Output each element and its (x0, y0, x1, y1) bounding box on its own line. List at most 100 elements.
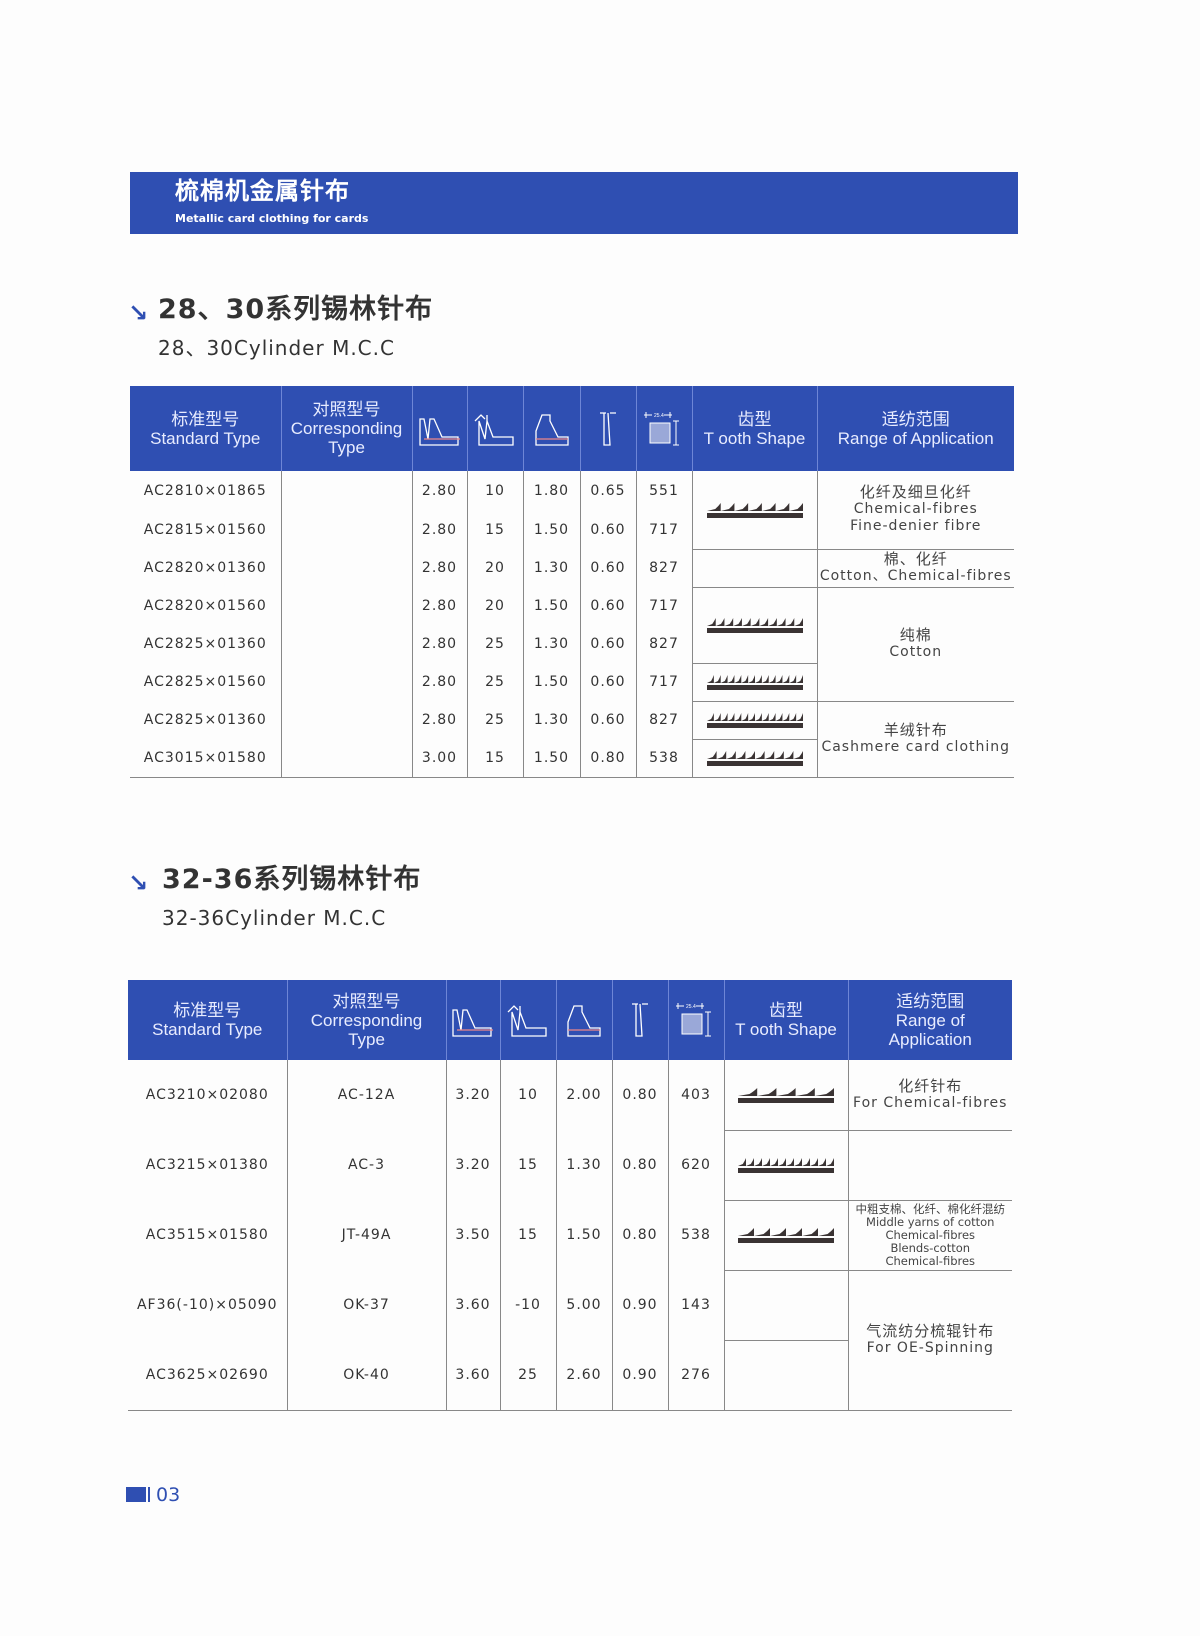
label-text: 适纺范围 (896, 991, 965, 1011)
point-density-icon: 25.4 (667, 980, 724, 1060)
cell-a: 15 (466, 739, 523, 778)
cell-a: 25 (499, 1340, 556, 1411)
cell-type: AC2815×01560 (143, 522, 267, 538)
label-text: Chemical-fibres (885, 1253, 976, 1268)
cell-w: 0.60 (579, 625, 636, 663)
tooth-shape-cell (691, 701, 817, 740)
svg-text:25.4: 25.4 (686, 1004, 696, 1010)
cell-h: 3.20 (445, 1060, 500, 1130)
tooth-profile-icon (738, 1228, 834, 1243)
label-text: Range of (895, 1010, 965, 1030)
cell-a: 20 (466, 587, 523, 625)
table-header: 标准型号 Standard Type 对照型号 Corresponding Type … (128, 980, 1012, 1060)
label-text: 齿型 (737, 409, 772, 429)
cell-a: -10 (499, 1270, 556, 1340)
tooth-angle-icon (499, 980, 556, 1060)
point-density-icon: 25.4 (635, 386, 692, 471)
cell-h: 2.80 (411, 471, 467, 511)
page-number: 03 (126, 1484, 180, 1506)
cell-type: AC2820×01560 (143, 598, 267, 614)
table-row: AC3625×02690 OK-40 3.60 25 2.60 0.90 276 (128, 1340, 1012, 1411)
cell-h: 2.80 (411, 587, 467, 625)
cell-d: 1.30 (522, 625, 580, 663)
table-row: AC2825×01560 2.80 25 1.50 0.60 717 (130, 663, 1014, 702)
cell-d: 1.50 (522, 739, 580, 778)
cell-n: 827 (635, 701, 692, 739)
label-text: For OE-Spinning (866, 1340, 994, 1356)
cell-type: AC2820×01360 (143, 560, 267, 576)
tooth-shape-cell (691, 663, 817, 702)
table-row: AC3015×01580 3.00 15 1.50 0.80 538 (130, 739, 1014, 778)
col-corresponding-type: 对照型号 Corresponding Type (286, 980, 446, 1060)
tooth-width-icon (611, 980, 668, 1060)
table-row: AC3515×01580 JT-49A 3.50 15 1.50 0.80 538 中粗支棉、… (128, 1200, 1012, 1271)
cell-n: 827 (635, 549, 692, 587)
application-cell: 纯棉 Cotton (816, 587, 1014, 702)
page-banner: 梳棉机金属针布 Metallic card clothing for cards (130, 172, 1018, 234)
tooth-shape-cell (691, 739, 817, 778)
cell-h: 2.80 (411, 701, 467, 739)
cell-n: 717 (635, 587, 692, 625)
tooth-width-icon (579, 386, 636, 471)
cell-w: 0.90 (611, 1340, 668, 1411)
cell-d: 1.30 (522, 701, 580, 739)
label-text: Cotton、Chemical-fibres (819, 568, 1012, 584)
col-corresponding-type: 对照型号 Corresponding Type (280, 386, 412, 471)
label-text: Middle yarns of cotton (866, 1214, 995, 1229)
cell-d: 1.50 (522, 511, 580, 549)
cell-w: 0.80 (611, 1130, 668, 1200)
cell-d: 2.00 (555, 1060, 612, 1130)
tooth-profile-icon (706, 618, 803, 633)
label-text: For Chemical-fibres (853, 1094, 1008, 1111)
cell-n: 717 (635, 663, 692, 701)
label-text: Range of Application (837, 428, 994, 448)
tooth-shape-cell (723, 1130, 848, 1201)
col-standard-type: 标准型号 Standard Type (128, 980, 287, 1060)
cell-d: 2.60 (555, 1340, 612, 1411)
banner-subtitle: Metallic card clothing for cards (175, 212, 369, 225)
cell-w: 0.60 (579, 663, 636, 701)
cell-type: AC2825×01360 (143, 636, 267, 652)
application-cell: 中粗支棉、化纤、棉化纤混纺 Middle yarns of cotton Chemi… (847, 1200, 1012, 1271)
cell-type: AC3515×01580 (145, 1227, 269, 1243)
application-cell: 化纤针布 For Chemical-fibres (847, 1060, 1012, 1131)
cell-w: 0.80 (579, 739, 636, 778)
label-text: 羊绒针布 (883, 721, 948, 739)
label-text: Chemical-fibres (885, 1227, 976, 1242)
cell-d: 1.50 (555, 1200, 612, 1270)
cell-d: 1.30 (522, 549, 580, 587)
cell-type: AF36(-10)×05090 (136, 1297, 278, 1313)
banner-title: 梳棉机金属针布 (175, 177, 350, 205)
cell-w: 0.60 (579, 701, 636, 739)
table-row: AF36(-10)×05090 OK-37 3.60 -10 5.00 0.90 143 气流… (128, 1270, 1012, 1411)
label-text: Corresponding (290, 419, 403, 438)
section-title-cn: 28、30系列锡林针布 (158, 294, 434, 325)
label-text: Type (328, 438, 365, 457)
label-text: Cotton (889, 644, 943, 660)
spec-table-1: 标准型号 Standard Type 对照型号 Corresponding Type … (130, 386, 1014, 778)
cell-corr (280, 549, 412, 587)
cell-a: 10 (499, 1060, 556, 1130)
cell-w: 0.80 (611, 1200, 668, 1270)
table-row: AC2815×01560 2.80 15 1.50 0.60 717 (130, 511, 1014, 549)
table-row: AC2810×01865 2.80 10 1.80 0.65 551 化纤及细旦化纤 Chem… (130, 471, 1014, 550)
cell-d: 1.30 (555, 1130, 612, 1200)
tooth-profile-icon (706, 675, 803, 690)
cell-type: AC3210×02080 (145, 1087, 269, 1103)
label-text: Cashmere card clothing (821, 739, 1011, 755)
tooth-profile-icon (738, 1087, 834, 1103)
label-text: Type (348, 1029, 385, 1049)
cell-type: AC2810×01865 (143, 483, 267, 499)
tooth-profile-icon (706, 502, 803, 518)
cell-d: 5.00 (555, 1270, 612, 1340)
cell-w: 0.60 (579, 549, 636, 587)
cell-type: AC3015×01580 (130, 739, 281, 778)
cell-n: 538 (635, 739, 692, 778)
table-row: AC2825×01360 2.80 25 1.30 0.60 827 羊绒针布 Cashmer… (130, 701, 1014, 778)
label-text: Fine-denier fibre (850, 518, 982, 535)
label-text: 棉、化纤 (883, 550, 948, 568)
cell-h: 3.50 (445, 1200, 500, 1270)
cell-n: 551 (635, 471, 692, 511)
cell-a: 20 (466, 549, 523, 587)
